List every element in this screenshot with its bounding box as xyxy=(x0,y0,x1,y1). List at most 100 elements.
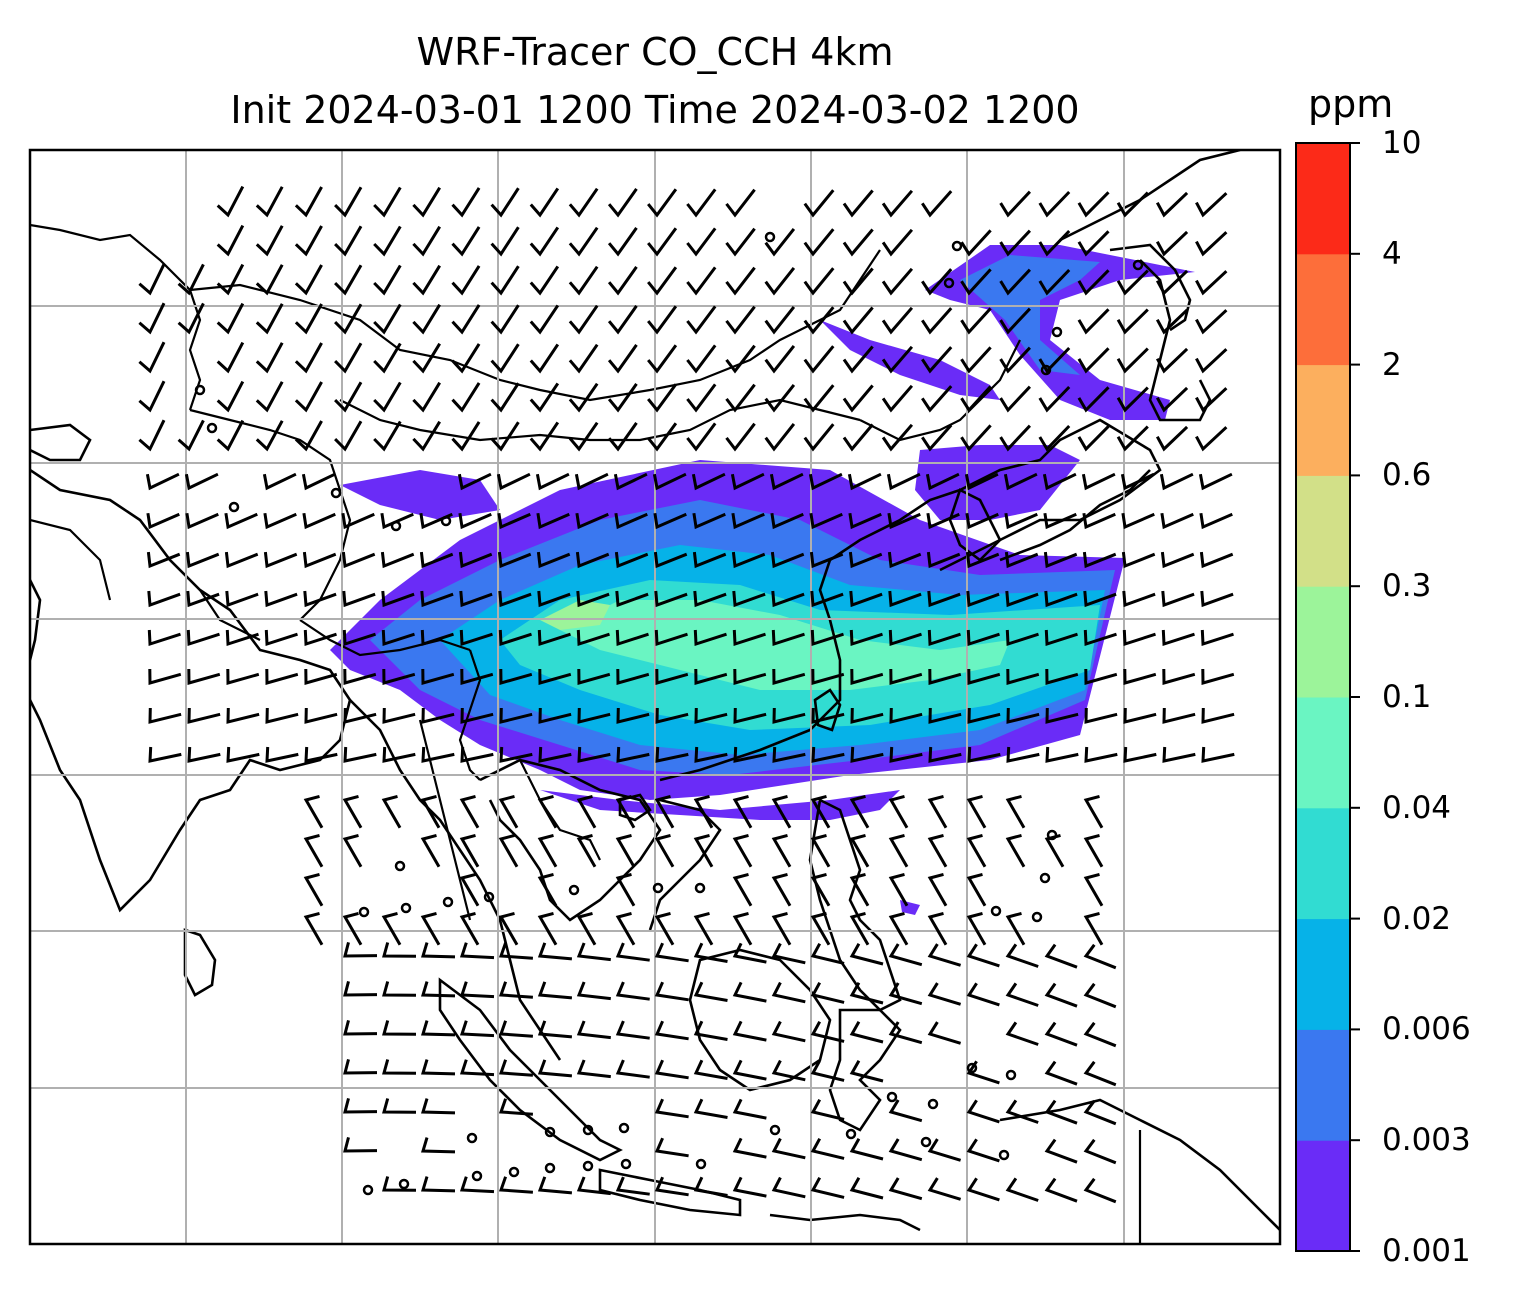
wind-barb xyxy=(536,551,571,569)
wind-barb xyxy=(186,629,220,647)
wind-barb xyxy=(301,472,336,491)
wind-barb xyxy=(1121,512,1155,530)
wind-barb xyxy=(927,629,961,647)
wind-barb xyxy=(614,512,648,530)
wind-barb xyxy=(1200,590,1234,608)
wind-barb xyxy=(382,981,417,997)
wind-barb xyxy=(693,942,728,963)
wind-barb xyxy=(647,344,678,374)
wind-barb xyxy=(725,266,756,296)
wind-barb xyxy=(1199,551,1234,569)
border-afghan-pak xyxy=(30,518,112,601)
wind-barb xyxy=(1123,746,1157,763)
wind-barb xyxy=(576,942,611,962)
coast-java xyxy=(598,1168,742,1217)
wind-barb xyxy=(421,668,455,685)
wind-barb xyxy=(420,794,441,829)
wind-barb xyxy=(850,707,884,724)
wind-barb xyxy=(921,385,953,413)
plume-level-004 xyxy=(560,600,1010,690)
wind-barb xyxy=(1155,347,1189,374)
calm-wind-marker xyxy=(1046,829,1058,841)
wind-barb xyxy=(967,668,1001,685)
wind-barb xyxy=(381,629,415,647)
wind-barb xyxy=(1083,1138,1117,1165)
wind-barb xyxy=(881,306,914,335)
wind-barb xyxy=(373,264,402,296)
wind-barb xyxy=(459,590,493,608)
colorbar-tick-label: 0.006 xyxy=(1382,1011,1471,1048)
wind-barb xyxy=(343,1020,378,1036)
coastlines xyxy=(30,150,1280,1232)
wind-barb xyxy=(1077,386,1110,413)
wind-barb xyxy=(1044,1021,1078,1047)
wind-barb xyxy=(185,512,219,530)
wind-barb xyxy=(691,472,726,491)
wind-barb xyxy=(615,1176,650,1196)
wind-barb xyxy=(264,629,298,647)
wind-barb xyxy=(654,1098,689,1119)
wind-barb xyxy=(537,794,558,829)
wind-barb xyxy=(373,303,402,335)
wind-barb xyxy=(145,472,180,491)
wind-barb xyxy=(451,304,481,335)
calm-wind-marker xyxy=(544,1126,556,1138)
wind-barb xyxy=(771,629,805,647)
wind-barb xyxy=(1120,472,1155,491)
calm-wind-marker xyxy=(845,1128,857,1140)
wind-barb xyxy=(1003,472,1038,491)
wind-barb xyxy=(1083,1099,1117,1126)
wind-barb xyxy=(147,629,181,647)
tracer-plume xyxy=(330,245,1195,915)
wind-barb xyxy=(1006,668,1040,685)
wind-barb xyxy=(574,472,609,491)
wind-barb xyxy=(334,264,363,296)
wind-barb xyxy=(607,383,638,413)
wind-barb xyxy=(810,1059,845,1082)
wind-barb xyxy=(421,1059,456,1076)
border-myanmar-china xyxy=(458,649,482,781)
wind-barb xyxy=(654,1020,689,1041)
wind-barb xyxy=(725,383,756,413)
wind-barb xyxy=(967,707,1001,724)
wind-barb xyxy=(537,942,573,961)
border-kazakh xyxy=(30,223,202,411)
wind-barb xyxy=(966,982,1000,1007)
wind-barb xyxy=(692,512,726,530)
wind-barb xyxy=(888,833,909,868)
wind-barb xyxy=(849,794,870,829)
wind-barb xyxy=(808,472,843,491)
wind-barb xyxy=(999,190,1031,218)
wind-barb xyxy=(615,833,636,868)
wind-barb xyxy=(303,794,324,829)
wind-barb xyxy=(265,668,299,685)
wind-barb xyxy=(420,629,454,647)
wind-barb xyxy=(459,872,480,907)
wind-barb xyxy=(498,942,534,960)
wind-barb xyxy=(771,872,792,907)
wind-barb xyxy=(888,629,922,647)
wind-barb xyxy=(607,344,638,374)
wind-barb xyxy=(568,187,599,218)
calm-wind-marker xyxy=(466,1132,478,1144)
wind-barb xyxy=(889,707,923,724)
wind-barb xyxy=(568,265,599,296)
calm-wind-marker xyxy=(582,1124,594,1136)
wind-barb xyxy=(577,746,611,763)
wind-barb xyxy=(769,472,804,491)
wind-barb xyxy=(1083,833,1104,868)
colorbar-segment xyxy=(1296,918,1350,1030)
wind-barb xyxy=(1005,794,1026,829)
wind-barb xyxy=(927,794,948,829)
wind-barb xyxy=(334,186,363,218)
wind-barb xyxy=(451,265,481,296)
wind-barb xyxy=(771,794,792,829)
wind-barb xyxy=(216,419,245,452)
wind-barb xyxy=(576,911,597,946)
wind-barb xyxy=(1005,590,1039,608)
colorbar-segment xyxy=(1296,697,1350,809)
wind-barb xyxy=(771,590,805,608)
wind-barb xyxy=(686,188,717,218)
wind-barb xyxy=(965,551,1000,569)
